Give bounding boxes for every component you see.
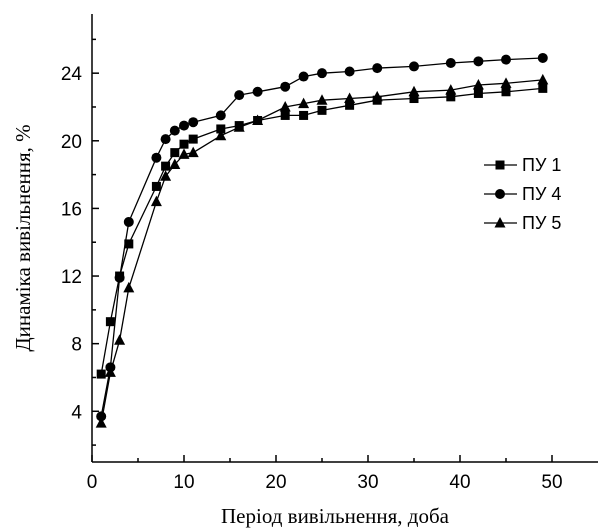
x-tick-label: 0 <box>87 472 98 493</box>
circle-marker <box>317 68 327 79</box>
triangle-marker <box>252 114 264 126</box>
circle-marker <box>114 272 125 283</box>
triangle-marker <box>408 85 420 97</box>
series-1 <box>96 83 548 379</box>
square-marker <box>161 161 171 171</box>
y-tick-label: 20 <box>61 132 82 153</box>
square-marker <box>96 369 106 379</box>
series-3 <box>95 73 549 428</box>
y-tick-label: 24 <box>61 64 83 85</box>
circle-marker <box>537 52 548 63</box>
triangle-marker <box>298 97 310 109</box>
circle-marker <box>280 81 291 92</box>
series-line <box>100 79 543 424</box>
square-marker <box>501 87 511 97</box>
triangle-marker <box>279 100 291 112</box>
circle-marker <box>179 120 189 131</box>
circle-marker <box>501 54 511 65</box>
circle-marker <box>169 125 180 136</box>
circle-marker <box>215 110 226 121</box>
x-tick-label: 50 <box>541 472 562 493</box>
circle-marker <box>234 90 245 101</box>
triangle-marker <box>344 92 356 104</box>
square-marker <box>299 110 309 120</box>
square-marker <box>151 181 161 191</box>
triangle-marker <box>371 90 383 102</box>
square-marker <box>170 148 180 158</box>
square-marker <box>473 88 483 98</box>
triangle-marker <box>233 121 245 132</box>
legend-item: ПУ 5 <box>484 213 561 233</box>
circle-marker <box>409 61 419 72</box>
triangle-marker <box>95 417 107 428</box>
y-tick-label: 4 <box>71 402 82 423</box>
series-line <box>100 87 543 375</box>
circle-marker <box>252 86 263 97</box>
triangle-marker <box>114 334 126 345</box>
y-axis-title: Динаміка вивільнення, % <box>11 124 35 351</box>
x-axis-title: Період вивільнення, доба <box>221 504 450 528</box>
triangle-marker <box>123 281 135 293</box>
circle-marker <box>372 63 383 74</box>
circle-marker <box>188 117 199 128</box>
square-marker <box>495 160 505 170</box>
square-marker <box>124 239 134 249</box>
triangle-marker <box>537 73 549 85</box>
circle-marker <box>151 152 162 163</box>
circle-marker <box>473 56 484 67</box>
circle-marker <box>123 216 134 227</box>
series-2 <box>96 52 548 422</box>
circle-marker <box>495 189 505 199</box>
square-marker <box>105 317 115 327</box>
triangle-marker <box>104 366 116 377</box>
square-marker <box>409 94 419 104</box>
circle-marker <box>445 58 456 69</box>
series-line <box>100 57 543 417</box>
triangle-marker <box>472 79 484 90</box>
y-tick-label: 12 <box>61 267 82 288</box>
circle-marker <box>96 411 107 422</box>
triangle-marker <box>187 146 199 158</box>
legend-item: ПУ 4 <box>484 184 561 204</box>
legend-item: ПУ 1 <box>484 155 561 175</box>
y-tick-label: 16 <box>61 199 82 220</box>
series-layer <box>95 52 549 428</box>
circle-marker <box>298 71 309 82</box>
triangle-marker <box>150 195 162 207</box>
circle-marker <box>160 134 171 145</box>
x-tick-label: 10 <box>173 472 194 493</box>
triangle-marker <box>160 170 172 181</box>
x-tick-label: 40 <box>449 472 470 493</box>
x-tick-label: 20 <box>265 472 286 493</box>
triangle-marker <box>445 84 457 95</box>
square-marker <box>345 100 355 110</box>
square-marker <box>446 92 456 102</box>
legend-label: ПУ 1 <box>522 155 561 175</box>
legend-label: ПУ 5 <box>522 213 561 233</box>
square-marker <box>538 83 548 93</box>
circle-marker <box>344 66 355 77</box>
triangle-marker <box>178 148 190 159</box>
axes: 0 10 20 30 40 50 4 8 12 16 20 24 <box>61 14 598 493</box>
legend-label: ПУ 4 <box>522 184 561 204</box>
square-marker <box>317 105 327 115</box>
triangle-marker <box>169 158 181 169</box>
legend: ПУ 1 ПУ 4 ПУ 5 <box>484 155 561 233</box>
triangle-marker <box>494 217 506 228</box>
square-marker <box>179 139 189 149</box>
triangle-marker <box>500 77 512 88</box>
square-marker <box>216 124 226 134</box>
y-tick-label: 8 <box>71 335 82 356</box>
square-marker <box>280 110 290 120</box>
triangle-marker <box>215 129 227 141</box>
x-tick-label: 30 <box>357 472 378 493</box>
triangle-marker <box>316 94 328 105</box>
square-marker <box>188 134 198 144</box>
